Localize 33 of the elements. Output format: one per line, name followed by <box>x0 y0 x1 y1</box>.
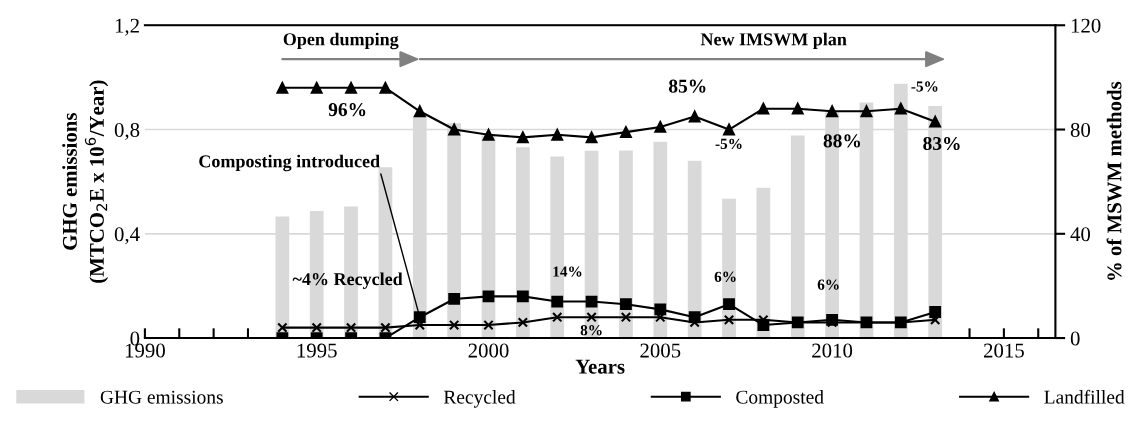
y2-tick-label: 120 <box>1071 18 1101 33</box>
annotation: -5% <box>911 81 938 92</box>
x-tick-label: 2015 <box>983 343 1024 358</box>
y-tick-label: 0,4 <box>114 227 140 245</box>
y2-axis-title: % of MSWM methods <box>1106 81 1122 280</box>
annotation: New IMSWM plan <box>700 32 847 50</box>
annotation: -5% <box>715 138 742 150</box>
annotation: 14% <box>553 266 582 277</box>
annotation: Composting introduced <box>199 154 380 172</box>
annotation: ~4% Recycled <box>292 272 403 289</box>
x-tick-label: 2010 <box>812 343 853 358</box>
legend-label: Landfilled <box>1044 389 1125 404</box>
y-tick-label: 0,8 <box>114 122 140 140</box>
y-axis-title: GHG emissions (MTCO$_{2}$E x 10$^{6}$/Year) <box>62 80 109 283</box>
legend-label: GHG emissions <box>100 390 223 404</box>
annotation: 6% <box>817 279 839 290</box>
y2-tick-label: 0 <box>1070 331 1080 346</box>
legend-label: Composted <box>736 390 824 408</box>
annotation: Open dumping <box>283 32 399 50</box>
annotation: 96% <box>328 103 366 117</box>
x-tick-label: 1995 <box>297 343 337 358</box>
annotation: 88% <box>823 134 861 148</box>
y2-tick-label: 80 <box>1070 122 1091 137</box>
x-tick-label: 2000 <box>468 343 509 358</box>
y-tick-label: 1,2 <box>115 18 139 36</box>
legend-label: Recycled <box>443 390 516 408</box>
annotation: 6% <box>714 271 736 282</box>
annotation: 83% <box>923 136 960 151</box>
annotation: 85% <box>668 79 706 93</box>
y2-tick-label: 40 <box>1070 227 1091 242</box>
x-axis-title: Years <box>575 359 625 374</box>
x-tick-label: 2005 <box>640 343 681 358</box>
annotation: 8% <box>580 325 602 336</box>
